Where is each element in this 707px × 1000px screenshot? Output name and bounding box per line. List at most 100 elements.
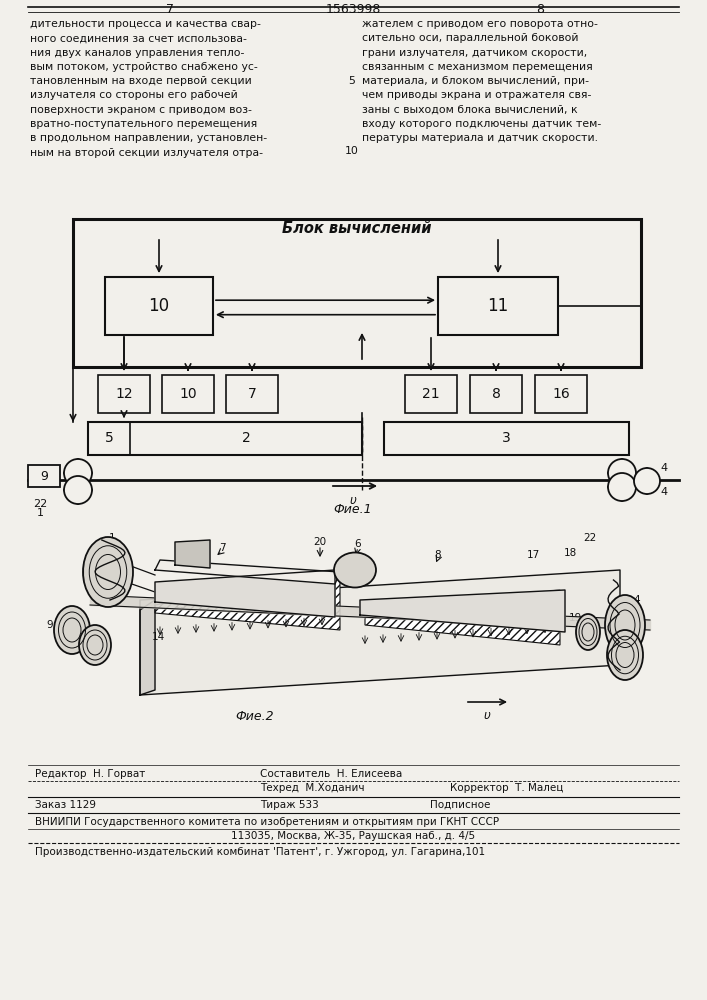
Text: 4: 4 [633,595,641,605]
Polygon shape [155,575,340,630]
Bar [98,375,150,413]
Text: 7: 7 [166,3,174,16]
Text: 5: 5 [105,432,113,446]
Polygon shape [155,560,340,584]
Circle shape [64,476,92,504]
Text: Корректор  Т. Малец: Корректор Т. Малец [450,783,563,793]
Polygon shape [140,570,620,695]
Text: Фие.2: Фие.2 [235,710,274,723]
Text: 9: 9 [47,620,53,630]
Text: вратно-поступательного перемещения: вратно-поступательного перемещения [30,119,257,129]
Circle shape [608,459,636,487]
Text: 9: 9 [40,470,48,483]
Circle shape [634,468,660,494]
Text: 7: 7 [247,387,257,401]
Text: υ: υ [350,494,356,507]
Text: 7: 7 [218,543,226,553]
Text: пературы материала и датчик скорости.: пературы материала и датчик скорости. [362,133,598,143]
Text: Подписное: Подписное [430,800,491,810]
Text: Фие.1: Фие.1 [334,503,373,516]
Text: 19: 19 [568,613,582,623]
Text: 4: 4 [660,487,667,497]
Text: 4: 4 [660,463,667,473]
Text: тановленным на входе первой секции: тановленным на входе первой секции [30,76,252,86]
Bar [73,219,641,367]
Text: 18: 18 [563,548,577,558]
Ellipse shape [79,625,111,665]
Ellipse shape [605,595,645,655]
Ellipse shape [576,614,600,650]
Bar [470,375,522,413]
Text: 13: 13 [173,600,187,610]
Text: ным на второй секции излучателя отра-: ным на второй секции излучателя отра- [30,148,263,158]
Circle shape [64,459,92,487]
Text: 22: 22 [583,533,597,543]
Text: 113035, Москва, Ж-35, Раушская наб., д. 4/5: 113035, Москва, Ж-35, Раушская наб., д. … [231,831,475,841]
Text: 11: 11 [487,297,508,315]
Ellipse shape [54,606,90,654]
Text: 1: 1 [109,533,115,543]
Text: Техред  М.Ходанич: Техред М.Ходанич [260,783,365,793]
Bar [226,375,278,413]
Text: 1563998: 1563998 [325,3,380,16]
Text: 21: 21 [358,600,372,610]
Text: входу которого подключены датчик тем-: входу которого подключены датчик тем- [362,119,601,129]
Text: Заказ 1129: Заказ 1129 [35,800,96,810]
Text: грани излучателя, датчиком скорости,: грани излучателя, датчиком скорости, [362,48,588,58]
Text: связанным с механизмом перемещения: связанным с механизмом перемещения [362,62,592,72]
Text: 8: 8 [435,550,441,560]
Text: 10: 10 [148,297,170,315]
Text: 3: 3 [502,432,511,446]
Polygon shape [155,570,335,617]
Text: 14: 14 [151,632,165,642]
Text: 1: 1 [37,508,44,518]
Bar [88,422,362,455]
Bar [28,465,60,487]
Text: 17: 17 [527,550,539,560]
Text: Составитель  Н. Елисеева: Составитель Н. Елисеева [260,769,402,779]
Text: 8: 8 [491,387,501,401]
Text: 6: 6 [355,539,361,549]
Text: Производственно-издательский комбинат 'Патент', г. Ужгород, ул. Гагарина,101: Производственно-издательский комбинат 'П… [35,847,485,857]
Bar [438,277,558,335]
Text: дительности процесса и качества свар-: дительности процесса и качества свар- [30,19,261,29]
Text: υ: υ [484,709,491,722]
Text: материала, и блоком вычислений, при-: материала, и блоком вычислений, при- [362,76,589,86]
Bar [162,375,214,413]
Text: поверхности экраном с приводом воз-: поверхности экраном с приводом воз- [30,105,252,115]
Text: Тираж 533: Тираж 533 [260,800,319,810]
Ellipse shape [334,552,376,587]
Ellipse shape [607,630,643,680]
Circle shape [608,473,636,501]
Bar [535,375,587,413]
Text: 16: 16 [552,387,570,401]
Text: ния двух каналов управления тепло-: ния двух каналов управления тепло- [30,48,245,58]
Text: 12: 12 [115,387,133,401]
Text: излучателя со стороны его рабочей: излучателя со стороны его рабочей [30,91,238,101]
Text: в продольном направлении, установлен-: в продольном направлении, установлен- [30,133,267,143]
Text: чем приводы экрана и отражателя свя-: чем приводы экрана и отражателя свя- [362,91,591,101]
Bar [105,277,213,335]
Polygon shape [140,600,155,695]
Text: жателем с приводом его поворота отно-: жателем с приводом его поворота отно- [362,19,598,29]
Text: 5: 5 [349,76,356,86]
Text: 15: 15 [83,653,97,663]
Text: 21: 21 [422,387,440,401]
Text: вым потоком, устройство снабжено ус-: вым потоком, устройство снабжено ус- [30,62,258,72]
Ellipse shape [83,537,133,607]
Bar [384,422,629,455]
Bar [405,375,457,413]
Text: заны с выходом блока вычислений, к: заны с выходом блока вычислений, к [362,105,578,115]
Polygon shape [360,590,565,632]
Polygon shape [175,540,210,568]
Text: 2: 2 [242,432,250,446]
Text: Редактор  Н. Горват: Редактор Н. Горват [35,769,145,779]
Polygon shape [365,590,560,645]
Text: 20: 20 [313,537,327,547]
Text: 8: 8 [536,3,544,16]
Text: 10: 10 [345,146,359,156]
Text: ного соединения за счет использова-: ного соединения за счет использова- [30,33,247,43]
Text: Блок вычислений: Блок вычислений [282,221,432,236]
Text: ВНИИПИ Государственного комитета по изобретениям и открытиям при ГКНТ СССР: ВНИИПИ Государственного комитета по изоб… [35,817,499,827]
Text: сительно оси, параллельной боковой: сительно оси, параллельной боковой [362,33,578,43]
